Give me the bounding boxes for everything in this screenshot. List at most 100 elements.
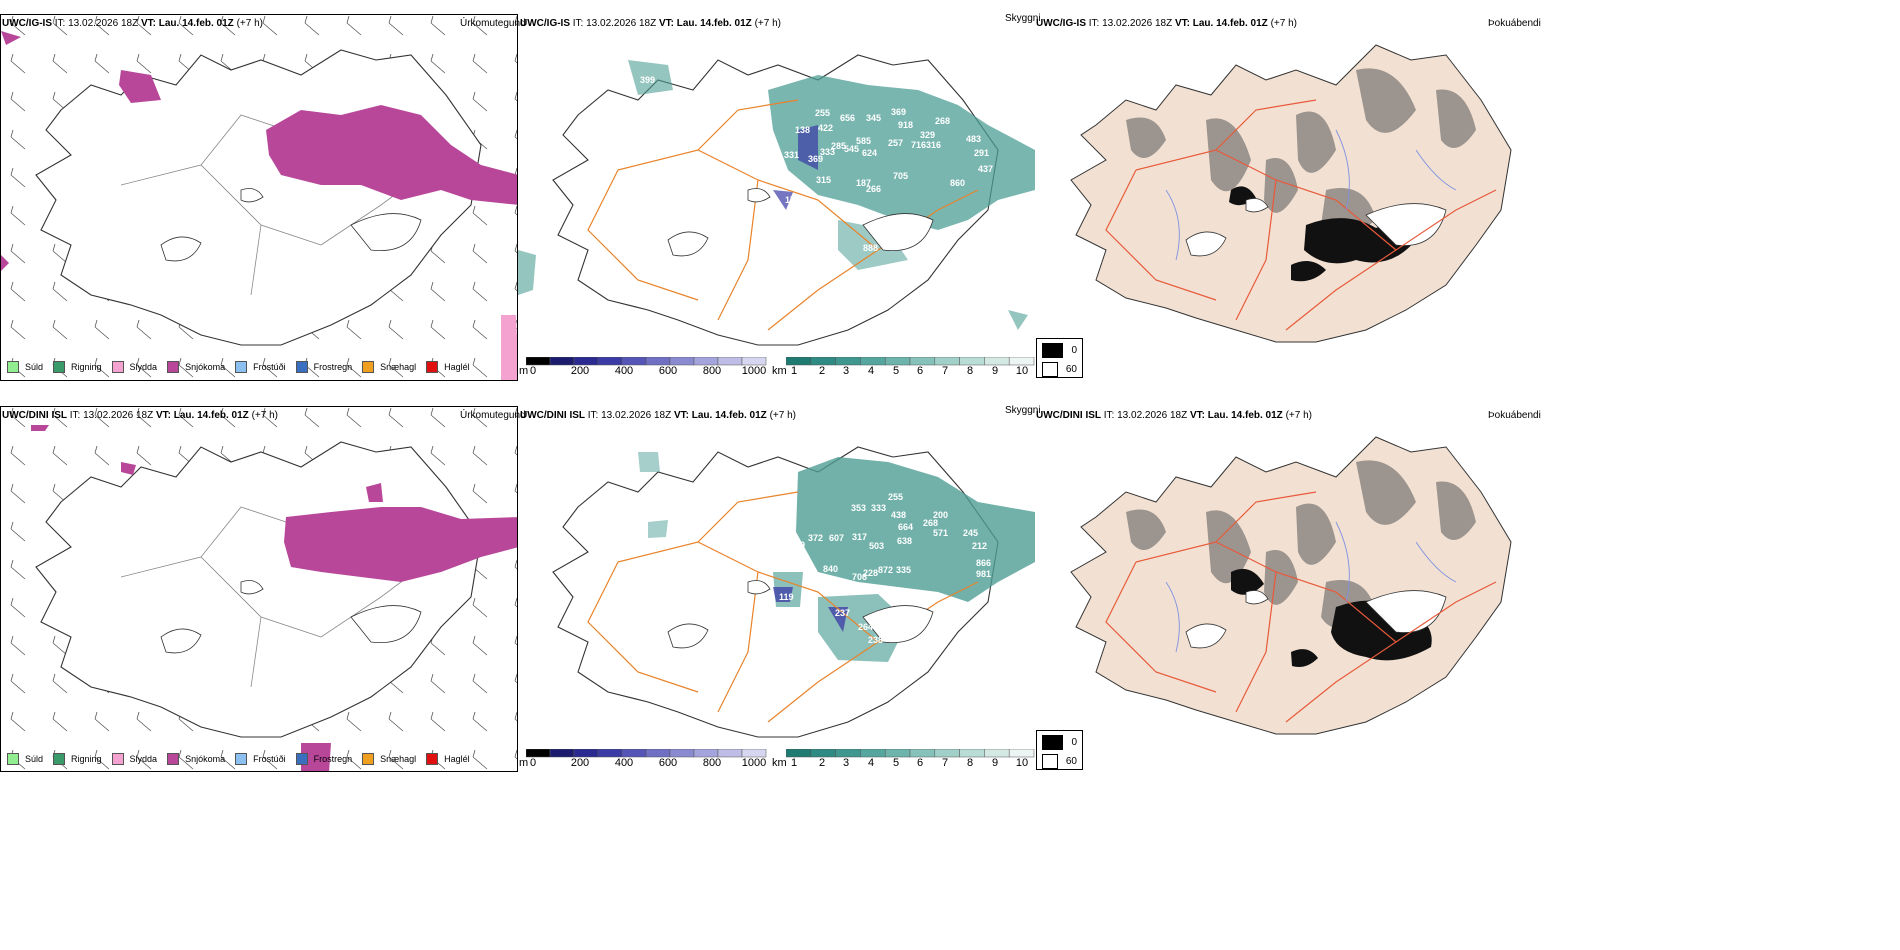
model-name: UWC/DINI ISL: [1036, 410, 1101, 421]
fog-legend-row: 60: [1042, 362, 1077, 377]
snow-area: [284, 507, 517, 582]
lead-time: (+7 h): [754, 18, 781, 29]
fog-panel-bottom: [1036, 422, 1536, 747]
visibility-colorbar-strip: [786, 357, 1035, 366]
lead-time: (+7 h): [769, 410, 796, 421]
run-label: IT:: [54, 18, 66, 29]
ceiling-label: 372: [808, 533, 824, 543]
run-time: 13.02.2026 18Z: [68, 18, 139, 29]
legend-swatch: [235, 361, 248, 373]
ceiling-label: 200: [933, 510, 949, 520]
ceiling-label: 664: [898, 522, 914, 532]
lead-time: (+7 h): [251, 410, 278, 421]
visibility-tick: 2: [818, 365, 826, 377]
visibility-tick: 5: [892, 365, 900, 377]
legend-label: Snæhagl: [380, 754, 417, 764]
visibility-tick: 9: [991, 757, 999, 769]
legend-label: Snæhagl: [380, 362, 417, 372]
legend-label: Slydda: [129, 754, 158, 764]
run-time: 13.02.2026 18Z: [601, 410, 672, 421]
legend-swatch: [362, 361, 375, 373]
run-label: IT:: [1103, 410, 1115, 421]
visibility-colorbar-strip: [786, 749, 1035, 758]
visibility-tick: 7: [941, 757, 949, 769]
visibility-tick: 9: [991, 365, 999, 377]
valid-time: Lau. 14.feb. 01Z: [1192, 18, 1268, 29]
panel-title-fog-bottom: Þokuábendi: [1488, 410, 1541, 421]
ceiling-tick: 800: [702, 365, 722, 377]
legend-label: Frostúði: [253, 754, 286, 764]
valid-label: VT:: [658, 18, 674, 29]
visibility-panel-bottom: 255 353 333 438 200 664 268 571 245 229 …: [518, 422, 1035, 747]
ceiling-colorbar-top: m 0 200 400 600 800 1000: [518, 357, 768, 379]
fog-legend-swatch: [1042, 754, 1058, 769]
valid-label: VT:: [155, 410, 171, 421]
legend-label: Súld: [25, 362, 44, 372]
ceiling-label: 840: [823, 564, 839, 574]
ceiling-label: 545: [844, 144, 860, 154]
visibility-colorbar-top: km 1 2 3 4 5 6 7 8 9 10: [772, 357, 1035, 379]
valid-label: VT:: [673, 410, 689, 421]
ceiling-tick: 1000: [741, 365, 767, 377]
ceiling-label: 257: [888, 138, 904, 148]
ceiling-tick: 200: [570, 365, 590, 377]
ceiling-label: 237: [835, 608, 851, 618]
ceiling-label: 872: [878, 565, 894, 575]
ceiling-label: 483: [966, 134, 982, 144]
ceiling-label: 229: [790, 540, 806, 550]
lead-time: (+7 h): [1270, 18, 1297, 29]
legend-item: Súld: [7, 753, 43, 765]
ceiling-label: 315: [816, 175, 832, 185]
legend-item: Haglél: [426, 753, 470, 765]
run-time: 13.02.2026 18Z: [1117, 410, 1188, 421]
legend-item: Slydda: [111, 753, 158, 765]
ceiling-label: 268: [935, 116, 951, 126]
legend-swatch: [167, 361, 180, 373]
ceiling-label: 918: [898, 120, 914, 130]
legend-label: Slydda: [129, 362, 158, 372]
ceiling-label: 579: [796, 557, 812, 567]
visibility-tick: 1: [790, 757, 798, 769]
legend-swatch: [295, 753, 308, 765]
valid-label: VT:: [1189, 410, 1205, 421]
legend-item: Frostregn: [295, 753, 352, 765]
fog-panel-top: [1036, 30, 1536, 355]
ceiling-label: 290: [893, 620, 909, 630]
ceiling-label: 119: [779, 592, 794, 602]
visibility-map-bottom: [552, 446, 1035, 738]
fog-legend-row: 0: [1042, 343, 1077, 358]
ceiling-label: 268: [923, 518, 939, 528]
visibility-unit: km: [772, 757, 787, 769]
legend-label: Haglél: [444, 754, 470, 764]
ceiling-tick: 400: [614, 365, 634, 377]
visibility-tick: 8: [966, 757, 974, 769]
run-info-header-top-right: UWC/IG-IS IT: 13.02.2026 18Z VT: Lau. 14…: [1036, 18, 1297, 29]
run-info-header-bottom-middle: UWC/DINI ISL IT: 13.02.2026 18Z VT: Lau.…: [520, 410, 796, 421]
legend-item: Frostúði: [235, 361, 286, 373]
ceiling-label: 571: [933, 528, 949, 538]
ceiling-label: 17: [785, 195, 796, 205]
ceiling-label: 285: [831, 141, 847, 151]
ceiling-label: 331: [784, 150, 800, 160]
ceiling-tick: 800: [702, 757, 722, 769]
ceiling-label: 585: [856, 136, 872, 146]
fog-map-bottom: [1070, 436, 1512, 735]
ceiling-label: 607: [829, 533, 845, 543]
legend-label: Haglél: [444, 362, 470, 372]
visibility-tick: 8: [966, 365, 974, 377]
valid-label: VT:: [140, 18, 156, 29]
precip-type-map-bottom: [1, 407, 517, 771]
fog-legend-label: 0: [1071, 737, 1077, 748]
run-label: IT:: [1088, 18, 1100, 29]
legend-swatch: [111, 753, 124, 765]
legend-label: Frostúði: [253, 362, 286, 372]
ceiling-tick: 0: [529, 757, 537, 769]
ceiling-tick: 200: [570, 757, 590, 769]
ceiling-label: 138: [795, 125, 811, 135]
visibility-unit: km: [772, 365, 787, 377]
visibility-tick: 5: [892, 757, 900, 769]
ceiling-label: 705: [893, 171, 909, 181]
ceiling-colorbar-strip: [526, 749, 767, 758]
precip-type-panel-bottom: Súld Rigning Slydda Snjókoma Frostúði Fr…: [0, 406, 518, 772]
fog-legend-row: 0: [1042, 735, 1077, 750]
